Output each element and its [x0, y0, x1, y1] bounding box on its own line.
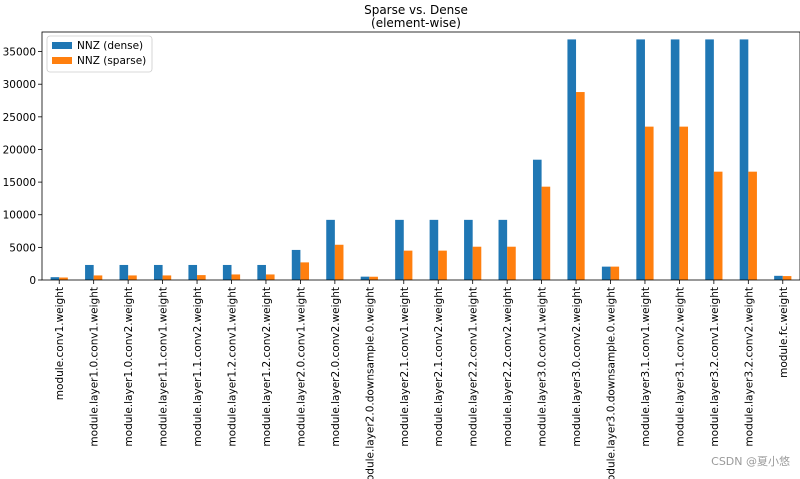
watermark: CSDN @夏小悠 — [711, 455, 790, 468]
bar-dense — [360, 276, 370, 280]
x-tick-label: module.layer3.2.conv2.weight — [743, 287, 755, 447]
x-tick-label: module.layer3.0.conv1.weight — [537, 287, 549, 447]
legend-label-dense: NNZ (dense) — [77, 40, 143, 52]
bar-sparse — [438, 250, 447, 280]
bar-dense — [326, 219, 335, 280]
bar-dense — [670, 39, 680, 280]
bar-dense — [50, 277, 60, 280]
bar-dense — [429, 219, 439, 280]
bar-dense — [395, 219, 404, 280]
x-tick-label: module.fc.weight — [778, 287, 790, 378]
chart-title: Sparse vs. Dense — [364, 3, 468, 17]
bar-sparse — [265, 274, 275, 280]
y-axis: 0 5000 10000 15000 20000 25000 30000 35000 — [3, 47, 42, 287]
bar-dense — [705, 39, 714, 280]
bar-dense — [188, 264, 198, 280]
bar-sparse — [679, 126, 689, 280]
y-tick-label: 30000 — [3, 79, 36, 91]
legend-box — [46, 35, 153, 73]
bar-dense — [222, 264, 232, 280]
chart-subtitle: (element-wise) — [371, 16, 461, 30]
plot-frame — [41, 31, 800, 281]
bar-dense — [153, 264, 163, 280]
bar-sparse — [748, 171, 757, 280]
y-tick-label: 15000 — [3, 177, 36, 189]
y-tick-label: 0 — [29, 275, 36, 287]
bar-dense — [464, 219, 473, 280]
bar-dense — [291, 249, 301, 280]
bar-sparse — [576, 92, 585, 280]
y-tick-label: 5000 — [9, 242, 36, 254]
bar-sparse — [782, 276, 792, 280]
bar-sparse — [472, 246, 482, 280]
bar-dense — [85, 264, 94, 280]
bar-sparse — [610, 266, 620, 280]
bar-dense — [636, 39, 645, 280]
bar-dense — [567, 39, 577, 280]
y-tick-label: 35000 — [3, 47, 36, 59]
bar-sparse — [93, 275, 103, 280]
bar-dense — [532, 159, 542, 280]
x-tick-label: module.conv1.weight — [54, 287, 66, 400]
y-tick-label: 10000 — [3, 210, 36, 222]
bar-sparse — [300, 262, 310, 280]
x-tick-label: module.layer3.1.conv2.weight — [674, 287, 686, 447]
legend-swatch-dense — [52, 42, 72, 49]
bar-sparse — [369, 276, 378, 280]
x-tick-label: module.layer1.2.conv2.weight — [261, 287, 273, 447]
x-tick-label: module.layer1.0.conv1.weight — [89, 287, 101, 447]
x-tick-label: module.layer1.0.conv2.weight — [123, 287, 135, 447]
x-tick-label: module.layer2.0.conv2.weight — [330, 287, 342, 447]
x-tick-label: module.layer2.0.downsample.0.weight — [364, 287, 376, 479]
y-tick-label: 20000 — [3, 144, 36, 156]
bar-dense — [257, 264, 266, 280]
x-tick-label: module.layer3.2.conv1.weight — [709, 287, 721, 447]
x-tick-label: module.layer2.1.conv2.weight — [433, 287, 445, 447]
legend-swatch-sparse — [52, 57, 72, 64]
bar-sparse — [128, 275, 137, 280]
bar-sparse — [162, 275, 172, 280]
x-tick-label: module.layer3.0.conv2.weight — [571, 287, 583, 447]
x-tick-label: module.layer3.0.downsample.0.weight — [606, 287, 618, 479]
bar-dense — [739, 39, 749, 280]
legend-label-sparse: NNZ (sparse) — [77, 55, 146, 67]
bar-dense — [774, 275, 783, 280]
bars — [50, 39, 792, 280]
bar-sparse — [507, 246, 516, 280]
bar-sparse — [334, 244, 344, 280]
legend: NNZ (dense) NNZ (sparse) — [46, 35, 153, 73]
x-axis: module.conv1.weight module.layer1.0.conv1… — [54, 280, 790, 479]
bar-sparse — [541, 186, 551, 280]
x-tick-label: module.layer1.2.conv1.weight — [227, 287, 239, 447]
x-tick-label: module.layer2.0.conv1.weight — [295, 287, 307, 447]
bar-sparse — [231, 274, 241, 280]
x-tick-label: module.layer2.2.conv2.weight — [502, 287, 514, 447]
bar-sparse — [197, 275, 206, 280]
bar-sparse — [59, 277, 68, 280]
bar-dense — [601, 266, 611, 280]
x-tick-label: module.layer1.1.conv2.weight — [192, 287, 204, 447]
bar-dense — [498, 219, 508, 280]
x-tick-label: module.layer2.2.conv1.weight — [468, 287, 480, 447]
bar-sparse — [713, 171, 723, 280]
x-tick-label: module.layer2.1.conv1.weight — [399, 287, 411, 447]
bar-sparse — [644, 126, 654, 280]
bar-dense — [119, 264, 129, 280]
x-tick-label: module.layer3.1.conv1.weight — [640, 287, 652, 447]
x-tick-label: module.layer1.1.conv1.weight — [158, 287, 170, 447]
bar-sparse — [403, 250, 413, 280]
y-tick-label: 25000 — [3, 112, 36, 124]
